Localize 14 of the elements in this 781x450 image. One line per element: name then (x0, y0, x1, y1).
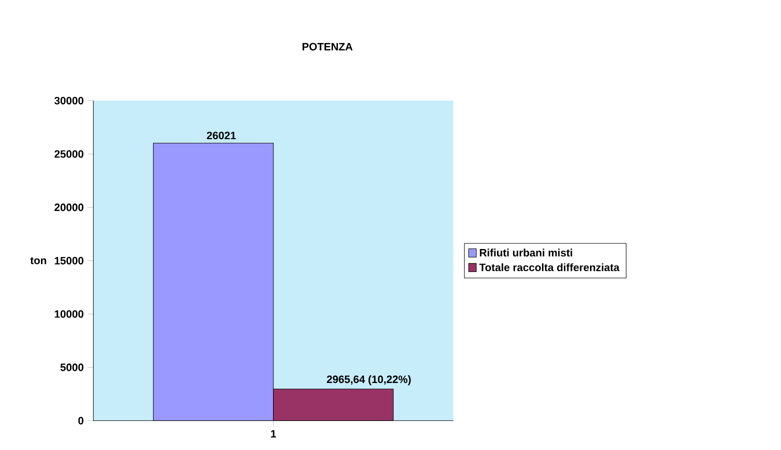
y-tick-label: 30000 (54, 96, 84, 104)
y-tick-label: 0 (78, 416, 84, 424)
legend-label: Totale raccolta differenziata (479, 263, 620, 272)
chart-title: POTENZA (302, 42, 353, 50)
y-tick-label: 25000 (54, 150, 84, 158)
y-axis-title: ton (30, 257, 46, 264)
y-tick-label: 5000 (60, 364, 84, 372)
y-tick-label: 20000 (54, 204, 84, 212)
data-label: 26021 (206, 132, 236, 140)
y-tick-label: 15000 (54, 256, 84, 264)
x-tick-label: 1 (271, 430, 276, 438)
legend-label: Rifiuti urbani misti (480, 248, 572, 257)
data-label: 2965,64 (10,22%) (326, 375, 411, 386)
y-tick-label: 10000 (54, 310, 84, 318)
